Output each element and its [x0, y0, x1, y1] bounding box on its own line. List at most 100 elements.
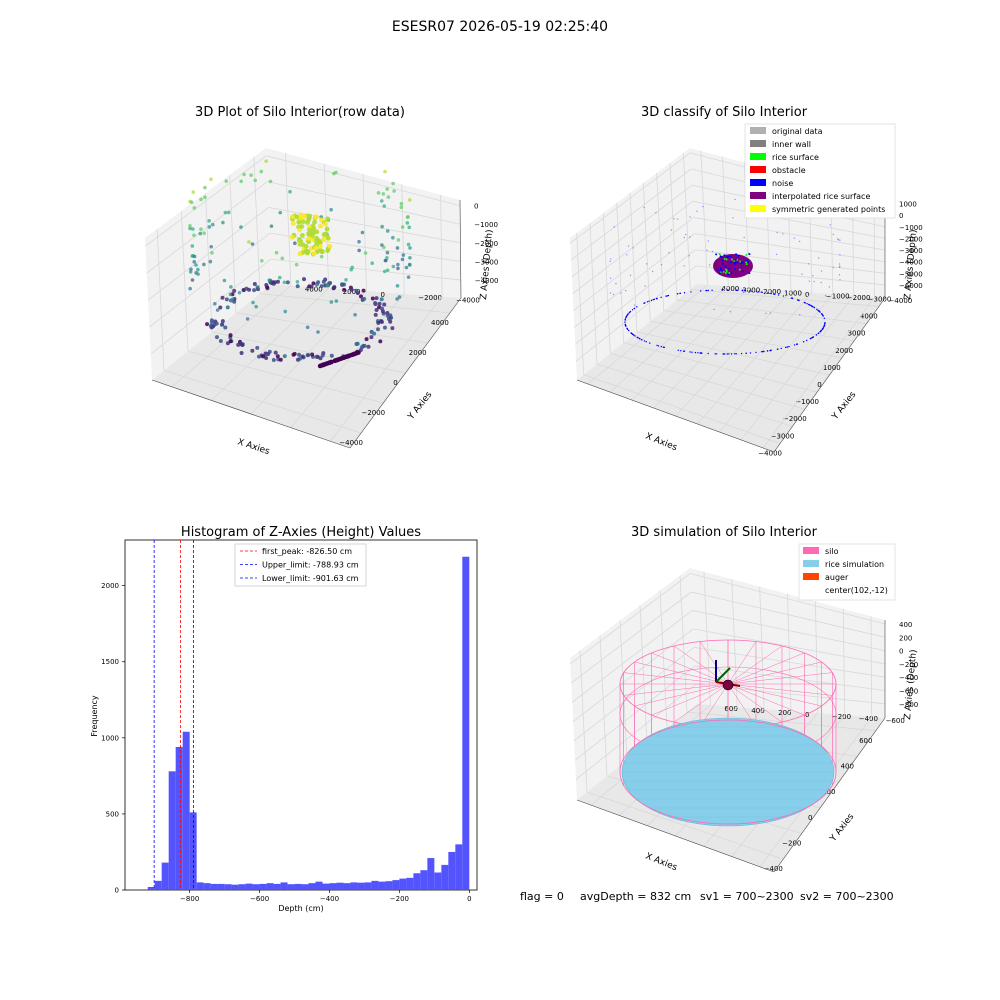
- noise-point: [822, 327, 824, 330]
- raw-point: [353, 312, 357, 317]
- raw-point: [188, 286, 192, 291]
- histogram-bar: [294, 883, 302, 890]
- noise-point: [636, 306, 638, 308]
- chart-title: 3D classify of Silo Interior: [641, 105, 808, 120]
- silo-wire: [727, 641, 757, 685]
- grid-line: [693, 628, 886, 665]
- classified-point: [737, 254, 740, 257]
- legend-frame: [744, 123, 896, 219]
- histogram-bar: [224, 884, 232, 890]
- tick-label: −2000: [899, 235, 923, 243]
- raw-point: [408, 246, 412, 250]
- raw-point: [275, 354, 280, 359]
- noise-point: [808, 280, 811, 282]
- noise-point: [723, 353, 726, 355]
- classified-point: [736, 261, 739, 264]
- tick-label: 4000: [721, 285, 739, 293]
- tick-label: −400: [764, 865, 783, 873]
- noise-point: [813, 306, 815, 309]
- histogram-bar: [462, 556, 470, 890]
- classified-point: [715, 253, 718, 256]
- raw-point: [192, 206, 197, 210]
- raw-point: [301, 219, 306, 224]
- tick-label: −1000: [826, 293, 850, 301]
- grid-line: [814, 601, 819, 714]
- noise-point: [643, 340, 646, 342]
- noise-point: [809, 337, 812, 340]
- raw-point: [396, 238, 401, 242]
- noise-point: [624, 289, 627, 292]
- noise-point: [714, 353, 716, 355]
- pane-floor: [152, 284, 461, 448]
- raw-point: [315, 354, 320, 359]
- raw-point: [382, 204, 387, 208]
- classified-point: [722, 270, 725, 273]
- tick-label: 3000: [848, 330, 866, 338]
- chart-title: 3D simulation of Silo Interior: [631, 525, 818, 540]
- noise-point: [624, 321, 626, 323]
- raw-point: [255, 285, 260, 290]
- raw-point: [374, 307, 379, 312]
- grid-line: [579, 650, 588, 793]
- grid-line: [870, 616, 872, 718]
- raw-point: [299, 224, 305, 229]
- raw-point: [357, 239, 361, 244]
- noise-point: [660, 345, 663, 348]
- noise-point: [637, 337, 639, 339]
- raw-point: [213, 301, 217, 306]
- raw-point: [406, 275, 411, 279]
- noise-point: [679, 292, 682, 295]
- noise-point: [651, 270, 654, 273]
- raw-point: [354, 288, 359, 293]
- raw-point: [239, 225, 243, 229]
- histogram-bar: [154, 880, 162, 890]
- x-axis-label: X Axies: [644, 852, 679, 874]
- grid-line: [697, 292, 813, 425]
- grid-line: [642, 182, 651, 322]
- noise-point: [722, 353, 725, 355]
- tick-label: −6000: [899, 282, 923, 290]
- noise-point: [697, 352, 699, 354]
- grid-line: [587, 284, 708, 385]
- raw-point: [302, 213, 308, 219]
- tick-label: 0: [805, 711, 809, 719]
- raw-point: [242, 172, 246, 177]
- noise-point: [734, 353, 736, 355]
- raw-point: [364, 337, 369, 342]
- raw-point: [377, 301, 382, 306]
- noise-point: [610, 277, 612, 279]
- silo-wire: [727, 683, 822, 707]
- noise-point: [839, 279, 841, 281]
- tick-label: 600: [724, 705, 737, 713]
- classified-point: [728, 272, 731, 275]
- panel-raw-3d: 3D Plot of Silo Interior(row data) −4000…: [145, 105, 499, 457]
- panel-histogram: Histogram of Z-Axies (Height) Values −80…: [90, 525, 478, 913]
- raw-point: [395, 246, 400, 250]
- classified-point: [721, 259, 724, 262]
- histogram-bar: [217, 883, 225, 890]
- noise-point: [627, 329, 630, 332]
- raw-point: [296, 237, 302, 243]
- noise-point: [715, 353, 718, 355]
- legend-swatch: [803, 573, 819, 580]
- classified-point: [720, 269, 723, 272]
- noise-point: [633, 304, 636, 306]
- raw-point: [318, 223, 323, 229]
- noise-point: [821, 314, 824, 316]
- raw-point: [192, 233, 196, 238]
- grid-line: [574, 249, 696, 345]
- raw-point: [252, 288, 257, 293]
- histogram-bar: [336, 882, 344, 890]
- noise-point: [645, 341, 647, 343]
- noise-point: [740, 352, 743, 355]
- raw-point: [228, 292, 233, 297]
- axis-edge: [459, 199, 462, 299]
- classified-point: [733, 261, 736, 264]
- raw-point: [232, 288, 237, 293]
- raw-point: [252, 282, 257, 287]
- raw-point: [307, 227, 312, 233]
- histogram-bar: [371, 880, 379, 890]
- raw-point: [196, 272, 200, 276]
- raw-point: [382, 269, 387, 274]
- tick-label: −2000: [361, 409, 385, 417]
